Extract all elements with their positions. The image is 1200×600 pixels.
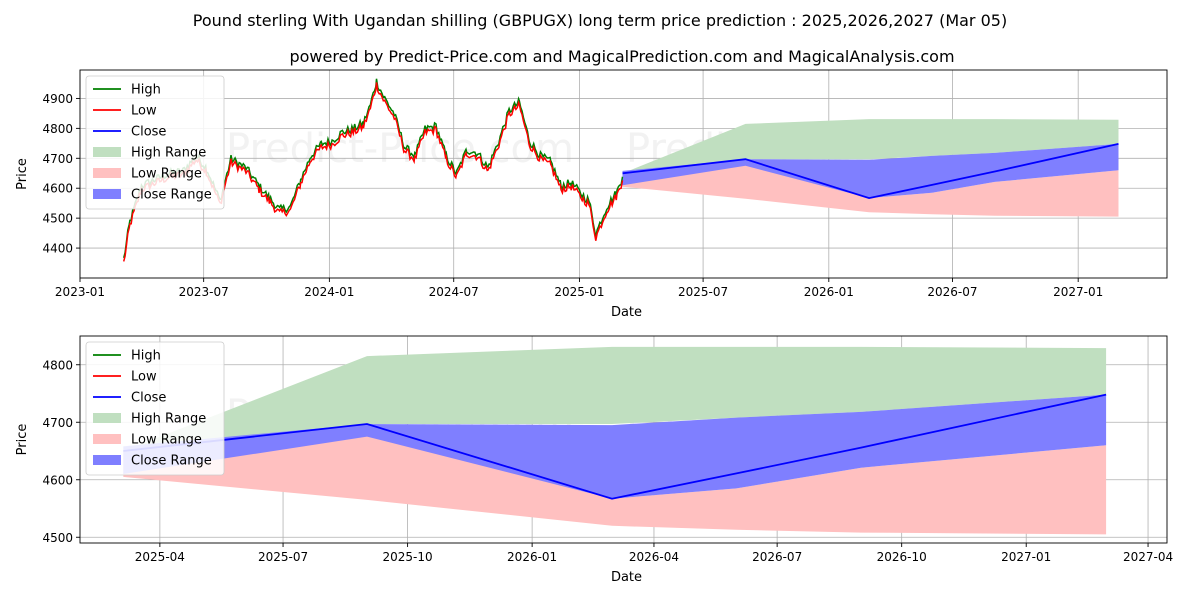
x-tick-label: 2027-01 bbox=[1001, 550, 1051, 564]
x-tick-label: 2025-07 bbox=[678, 285, 728, 299]
x-tick-label: 2027-04 bbox=[1123, 550, 1173, 564]
legend-entry-label: High Range bbox=[131, 412, 206, 427]
y-tick-label: 4500 bbox=[42, 212, 73, 226]
legend-patch-swatch bbox=[93, 168, 121, 178]
legend-entry-label: Close Range bbox=[131, 188, 212, 203]
x-tick-label: 2025-10 bbox=[383, 550, 433, 564]
axes: 2025-04 2025-07 2025-10 2026-01 2026-04 2026-… bbox=[15, 358, 1173, 585]
legend-entry-label: High bbox=[131, 349, 161, 364]
x-tick-label: 2025-07 bbox=[258, 550, 308, 564]
legend-entry-label: Close Range bbox=[131, 454, 212, 469]
y-tick-label: 4900 bbox=[42, 92, 73, 106]
close-range-area bbox=[622, 143, 1119, 199]
close-range-area bbox=[123, 394, 1107, 499]
low-range-area bbox=[123, 435, 1107, 535]
x-tick-label: 2026-07 bbox=[752, 550, 802, 564]
x-tick-label: 2025-01 bbox=[554, 285, 604, 299]
legend-entry-label: Close bbox=[131, 391, 166, 406]
legend-patch-swatch bbox=[93, 147, 121, 157]
y-tick-label: 4500 bbox=[42, 531, 73, 545]
legend-entry-label: Low Range bbox=[131, 167, 202, 182]
chart-title: Pound sterling With Ugandan shilling (GB… bbox=[193, 11, 1007, 30]
low-range-area bbox=[622, 165, 1119, 217]
watermark-text: Predict-Price.com bbox=[626, 276, 974, 322]
x-tick-label: 2026-01 bbox=[507, 550, 557, 564]
close-series-line bbox=[622, 143, 1119, 200]
forecast-areas bbox=[622, 119, 1119, 217]
forecast-areas bbox=[123, 346, 1107, 535]
overview-chart: Predict-Price.com Predict-Price.com Predic… bbox=[15, 69, 1168, 322]
legend-entry-label: Close bbox=[131, 125, 166, 140]
x-tick-label: 2027-01 bbox=[1053, 285, 1103, 299]
high-range-area bbox=[622, 119, 1119, 174]
legend-entry-label: High Range bbox=[131, 146, 206, 161]
watermark-text: Predict-Price.com bbox=[226, 276, 574, 322]
legend-entry-label: Low bbox=[131, 104, 157, 119]
high-range-area bbox=[123, 346, 1107, 451]
legend-patch-swatch bbox=[93, 434, 121, 444]
y-tick-label: 4800 bbox=[42, 358, 73, 372]
plot-frame bbox=[79, 69, 1168, 279]
x-axis-label: Date bbox=[611, 305, 642, 320]
y-axis-label: Price bbox=[15, 158, 30, 190]
watermark-text: Predict-Price.com bbox=[226, 126, 574, 172]
y-axis-label: Price bbox=[15, 424, 30, 456]
y-tick-label: 4700 bbox=[42, 152, 73, 166]
x-tick-label: 2026-07 bbox=[927, 285, 977, 299]
legend-patch-swatch bbox=[93, 413, 121, 423]
legend: High Low Close High Range Low Range Close Ran… bbox=[85, 341, 225, 476]
legend-patch-swatch bbox=[93, 189, 121, 199]
y-tick-label: 4600 bbox=[42, 473, 73, 487]
x-axis-label: Date bbox=[611, 570, 642, 585]
legend-entry-label: Low bbox=[131, 370, 157, 385]
x-tick-label: 2024-07 bbox=[429, 285, 479, 299]
close-series-line bbox=[123, 393, 1107, 500]
x-tick-label: 2026-10 bbox=[877, 550, 927, 564]
x-tick-label: 2024-01 bbox=[304, 285, 354, 299]
grid bbox=[79, 70, 1167, 278]
legend-patch-swatch bbox=[93, 455, 121, 465]
x-tick-label: 2026-01 bbox=[804, 285, 854, 299]
x-tick-label: 2023-01 bbox=[55, 285, 105, 299]
y-tick-label: 4600 bbox=[42, 182, 73, 196]
y-tick-label: 4800 bbox=[42, 122, 73, 136]
legend-entry-label: High bbox=[131, 83, 161, 98]
y-tick-label: 4400 bbox=[42, 242, 73, 256]
x-tick-label: 2025-04 bbox=[135, 550, 185, 564]
axes: 2023-01 2023-07 2024-01 2024-07 2025-01 2025-… bbox=[15, 92, 1103, 320]
x-tick-label: 2023-07 bbox=[179, 285, 229, 299]
plot-frame bbox=[79, 335, 1168, 544]
forecast-zoom-chart: Predict-Price.comPredict-Price.com2025-0… bbox=[15, 335, 1173, 585]
chart-subtitle: powered by Predict-Price.com and Magical… bbox=[289, 47, 954, 66]
legend: High Low Close High Range Low Range Close Ran… bbox=[85, 75, 225, 210]
y-tick-label: 4700 bbox=[42, 416, 73, 430]
x-tick-label: 2026-04 bbox=[629, 550, 679, 564]
legend-entry-label: Low Range bbox=[131, 433, 202, 448]
